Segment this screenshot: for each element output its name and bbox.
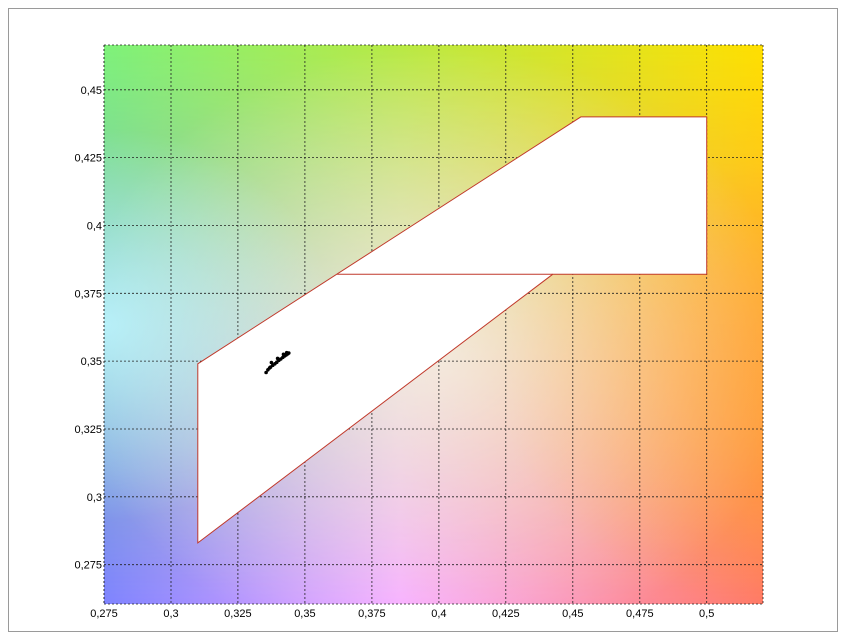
data-point xyxy=(284,350,289,355)
x-tick-label: 0,3 xyxy=(163,608,178,620)
data-point xyxy=(269,360,274,365)
tolerance-region xyxy=(197,116,708,544)
x-tick-label: 0,425 xyxy=(492,608,520,620)
y-tick-label: 0,3 xyxy=(87,492,102,504)
data-point xyxy=(275,356,280,361)
y-tick-label: 0,375 xyxy=(74,288,102,300)
data-point xyxy=(281,352,286,357)
data-point xyxy=(264,370,268,375)
y-axis-ticks: 0,275 0,3 0,325 0,35 0,375 0,4 0,425 0,45 xyxy=(74,85,102,572)
x-tick-label: 0,275 xyxy=(90,608,118,620)
y-tick-label: 0,45 xyxy=(81,85,102,97)
tolerance-polygon xyxy=(197,116,708,544)
x-tick-label: 0,35 xyxy=(294,608,315,620)
x-tick-label: 0,45 xyxy=(562,608,583,620)
y-tick-label: 0,35 xyxy=(81,356,102,368)
data-points xyxy=(264,350,291,375)
y-tick-label: 0,425 xyxy=(74,153,102,165)
y-tick-label: 0,4 xyxy=(87,221,102,233)
x-tick-label: 0,375 xyxy=(358,608,386,620)
x-tick-label: 0,325 xyxy=(224,608,252,620)
x-tick-label: 0,4 xyxy=(431,608,446,620)
x-axis-ticks: 0,275 0,3 0,325 0,35 0,375 0,4 0,425 0,45 0,475 0… xyxy=(90,608,714,620)
x-tick-label: 0,475 xyxy=(626,608,654,620)
y-tick-label: 0,275 xyxy=(74,560,102,572)
y-tick-label: 0,325 xyxy=(74,424,102,436)
chart-frame xyxy=(8,8,838,632)
x-tick-label: 0,5 xyxy=(699,608,714,620)
